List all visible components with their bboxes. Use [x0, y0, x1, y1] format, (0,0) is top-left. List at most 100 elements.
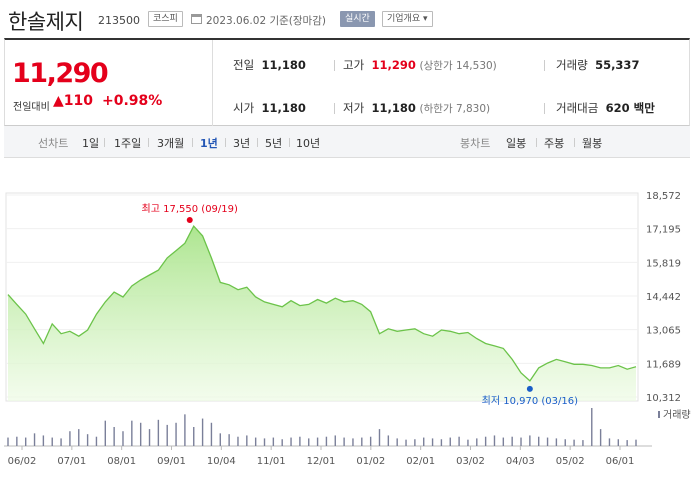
- price-change: ▲110: [53, 93, 93, 109]
- volume-bar: [219, 433, 221, 446]
- volume-bar: [564, 439, 566, 446]
- volume-bar: [440, 439, 443, 446]
- volume-bar: [511, 436, 513, 446]
- volume-bar: [254, 437, 257, 446]
- volume-bar: [69, 431, 71, 446]
- volume-bar: [431, 438, 434, 446]
- volume-bar: [529, 435, 531, 446]
- volume-bar: [148, 429, 151, 446]
- candle-chart-label: 봉차트: [460, 137, 491, 150]
- realtime-button[interactable]: 실시간: [340, 11, 375, 27]
- tab-5years[interactable]: 5년: [265, 137, 283, 150]
- volume-bar: [423, 437, 425, 446]
- volume-bar: [201, 418, 204, 446]
- volume-bar: [104, 420, 106, 446]
- x-tick-label: 06/01: [606, 456, 635, 467]
- tab-10years[interactable]: 10년: [296, 137, 321, 150]
- volume-bar: [369, 436, 372, 446]
- volume-bar: [591, 408, 593, 446]
- x-tick-label: 03/02: [456, 456, 485, 467]
- volume-bar: [520, 437, 522, 446]
- volume-bar: [316, 437, 319, 446]
- line-chart-label: 선차트: [38, 137, 69, 150]
- tab-monthly-candle[interactable]: 월봉: [582, 137, 603, 150]
- volume-bar: [122, 431, 124, 446]
- volume-bar: [334, 435, 336, 446]
- open-cell: 시가 11,180: [233, 101, 306, 115]
- prev-day-label: 전일대비: [13, 102, 50, 113]
- x-tick-label: 05/02: [556, 456, 585, 467]
- y-tick-label: 17,195: [646, 225, 681, 236]
- volume-bar: [538, 436, 540, 446]
- x-tick-label: 01/02: [356, 456, 385, 467]
- quote-panel: 11,290 전일대비 ▲110 +0.98% 전일 11,180 고가 11,…: [4, 38, 690, 126]
- divider: [544, 60, 545, 71]
- low-cell: 저가 11,180 (하한가 7,830): [343, 101, 491, 115]
- volume-bar: [582, 440, 584, 446]
- y-tick-label: 10,312: [646, 393, 681, 404]
- x-tick-label: 10/04: [207, 456, 236, 467]
- volume-bar: [361, 437, 363, 446]
- volume-bar: [573, 439, 575, 446]
- volume-bar: [299, 436, 301, 446]
- volume-bar: [467, 439, 469, 446]
- divider: [334, 60, 335, 71]
- tab-3years[interactable]: 3년: [233, 137, 251, 150]
- volume-bar: [272, 437, 275, 446]
- volume-bar: [476, 438, 478, 446]
- volume-bar: [555, 438, 558, 446]
- volume-bar: [502, 437, 505, 446]
- tab-3months[interactable]: 3개월: [157, 137, 185, 150]
- x-tick-label: 08/01: [107, 456, 136, 467]
- calendar-icon: [191, 14, 202, 24]
- volume-bar: [387, 435, 390, 446]
- volume-bar: [626, 440, 628, 446]
- volume-bar: [210, 422, 213, 446]
- volume-bar: [86, 434, 89, 446]
- x-tick-label: 11/01: [257, 456, 286, 467]
- tab-daily-candle[interactable]: 일봉: [506, 137, 527, 150]
- x-tick-label: 09/01: [157, 456, 186, 467]
- volume-bar: [405, 439, 407, 446]
- volume-bar: [414, 439, 416, 446]
- volume-bar: [617, 439, 620, 446]
- volume-bar: [157, 419, 160, 446]
- volume-bar: [308, 438, 310, 446]
- prev-close-cell: 전일 11,180: [233, 58, 306, 72]
- volume-bar: [325, 436, 328, 446]
- volume-bar: [131, 420, 133, 446]
- volume-legend-swatch: [658, 411, 660, 418]
- tab-1day[interactable]: 1일: [82, 137, 100, 150]
- volume-bar: [78, 429, 80, 446]
- tab-weekly-candle[interactable]: 주봉: [544, 137, 565, 150]
- volume-bar: [396, 438, 398, 446]
- volume-bar: [343, 437, 345, 446]
- volume-bar: [193, 427, 195, 446]
- x-tick-label: 06/02: [8, 456, 37, 467]
- company-overview-dropdown[interactable]: 기업개요 ▾: [382, 11, 433, 27]
- volume-bar: [635, 439, 637, 446]
- price-chart: 최고 17,550 (09/19) 최저 10,970 (03/16) 18,57…: [4, 191, 691, 467]
- volume-bar: [16, 436, 18, 446]
- stock-code: 213500: [98, 14, 140, 27]
- high-cell: 고가 11,290 (상한가 14,530): [343, 58, 497, 72]
- volume-bar: [608, 438, 611, 446]
- volume-bar: [281, 439, 283, 446]
- x-tick-label: 07/01: [57, 456, 86, 467]
- high-point-marker: [186, 216, 193, 223]
- volume-bar: [95, 436, 98, 446]
- volume-bar: [24, 437, 27, 446]
- volume-bar: [458, 436, 460, 446]
- volume-bar: [352, 438, 354, 446]
- tab-1year[interactable]: 1년: [200, 137, 218, 150]
- volume-bar: [246, 435, 248, 446]
- low-point-label: 최저 10,970 (03/16): [482, 395, 578, 407]
- volume-bar: [33, 433, 36, 446]
- y-tick-label: 11,689: [646, 359, 681, 370]
- volume-legend-label: 거래량: [663, 409, 691, 421]
- quote-date: 2023.06.02 기준(장마감): [206, 15, 326, 27]
- y-tick-label: 15,819: [646, 258, 681, 269]
- volume-bar: [484, 436, 487, 446]
- tab-1week[interactable]: 1주일: [114, 137, 142, 150]
- price-area: [8, 226, 636, 401]
